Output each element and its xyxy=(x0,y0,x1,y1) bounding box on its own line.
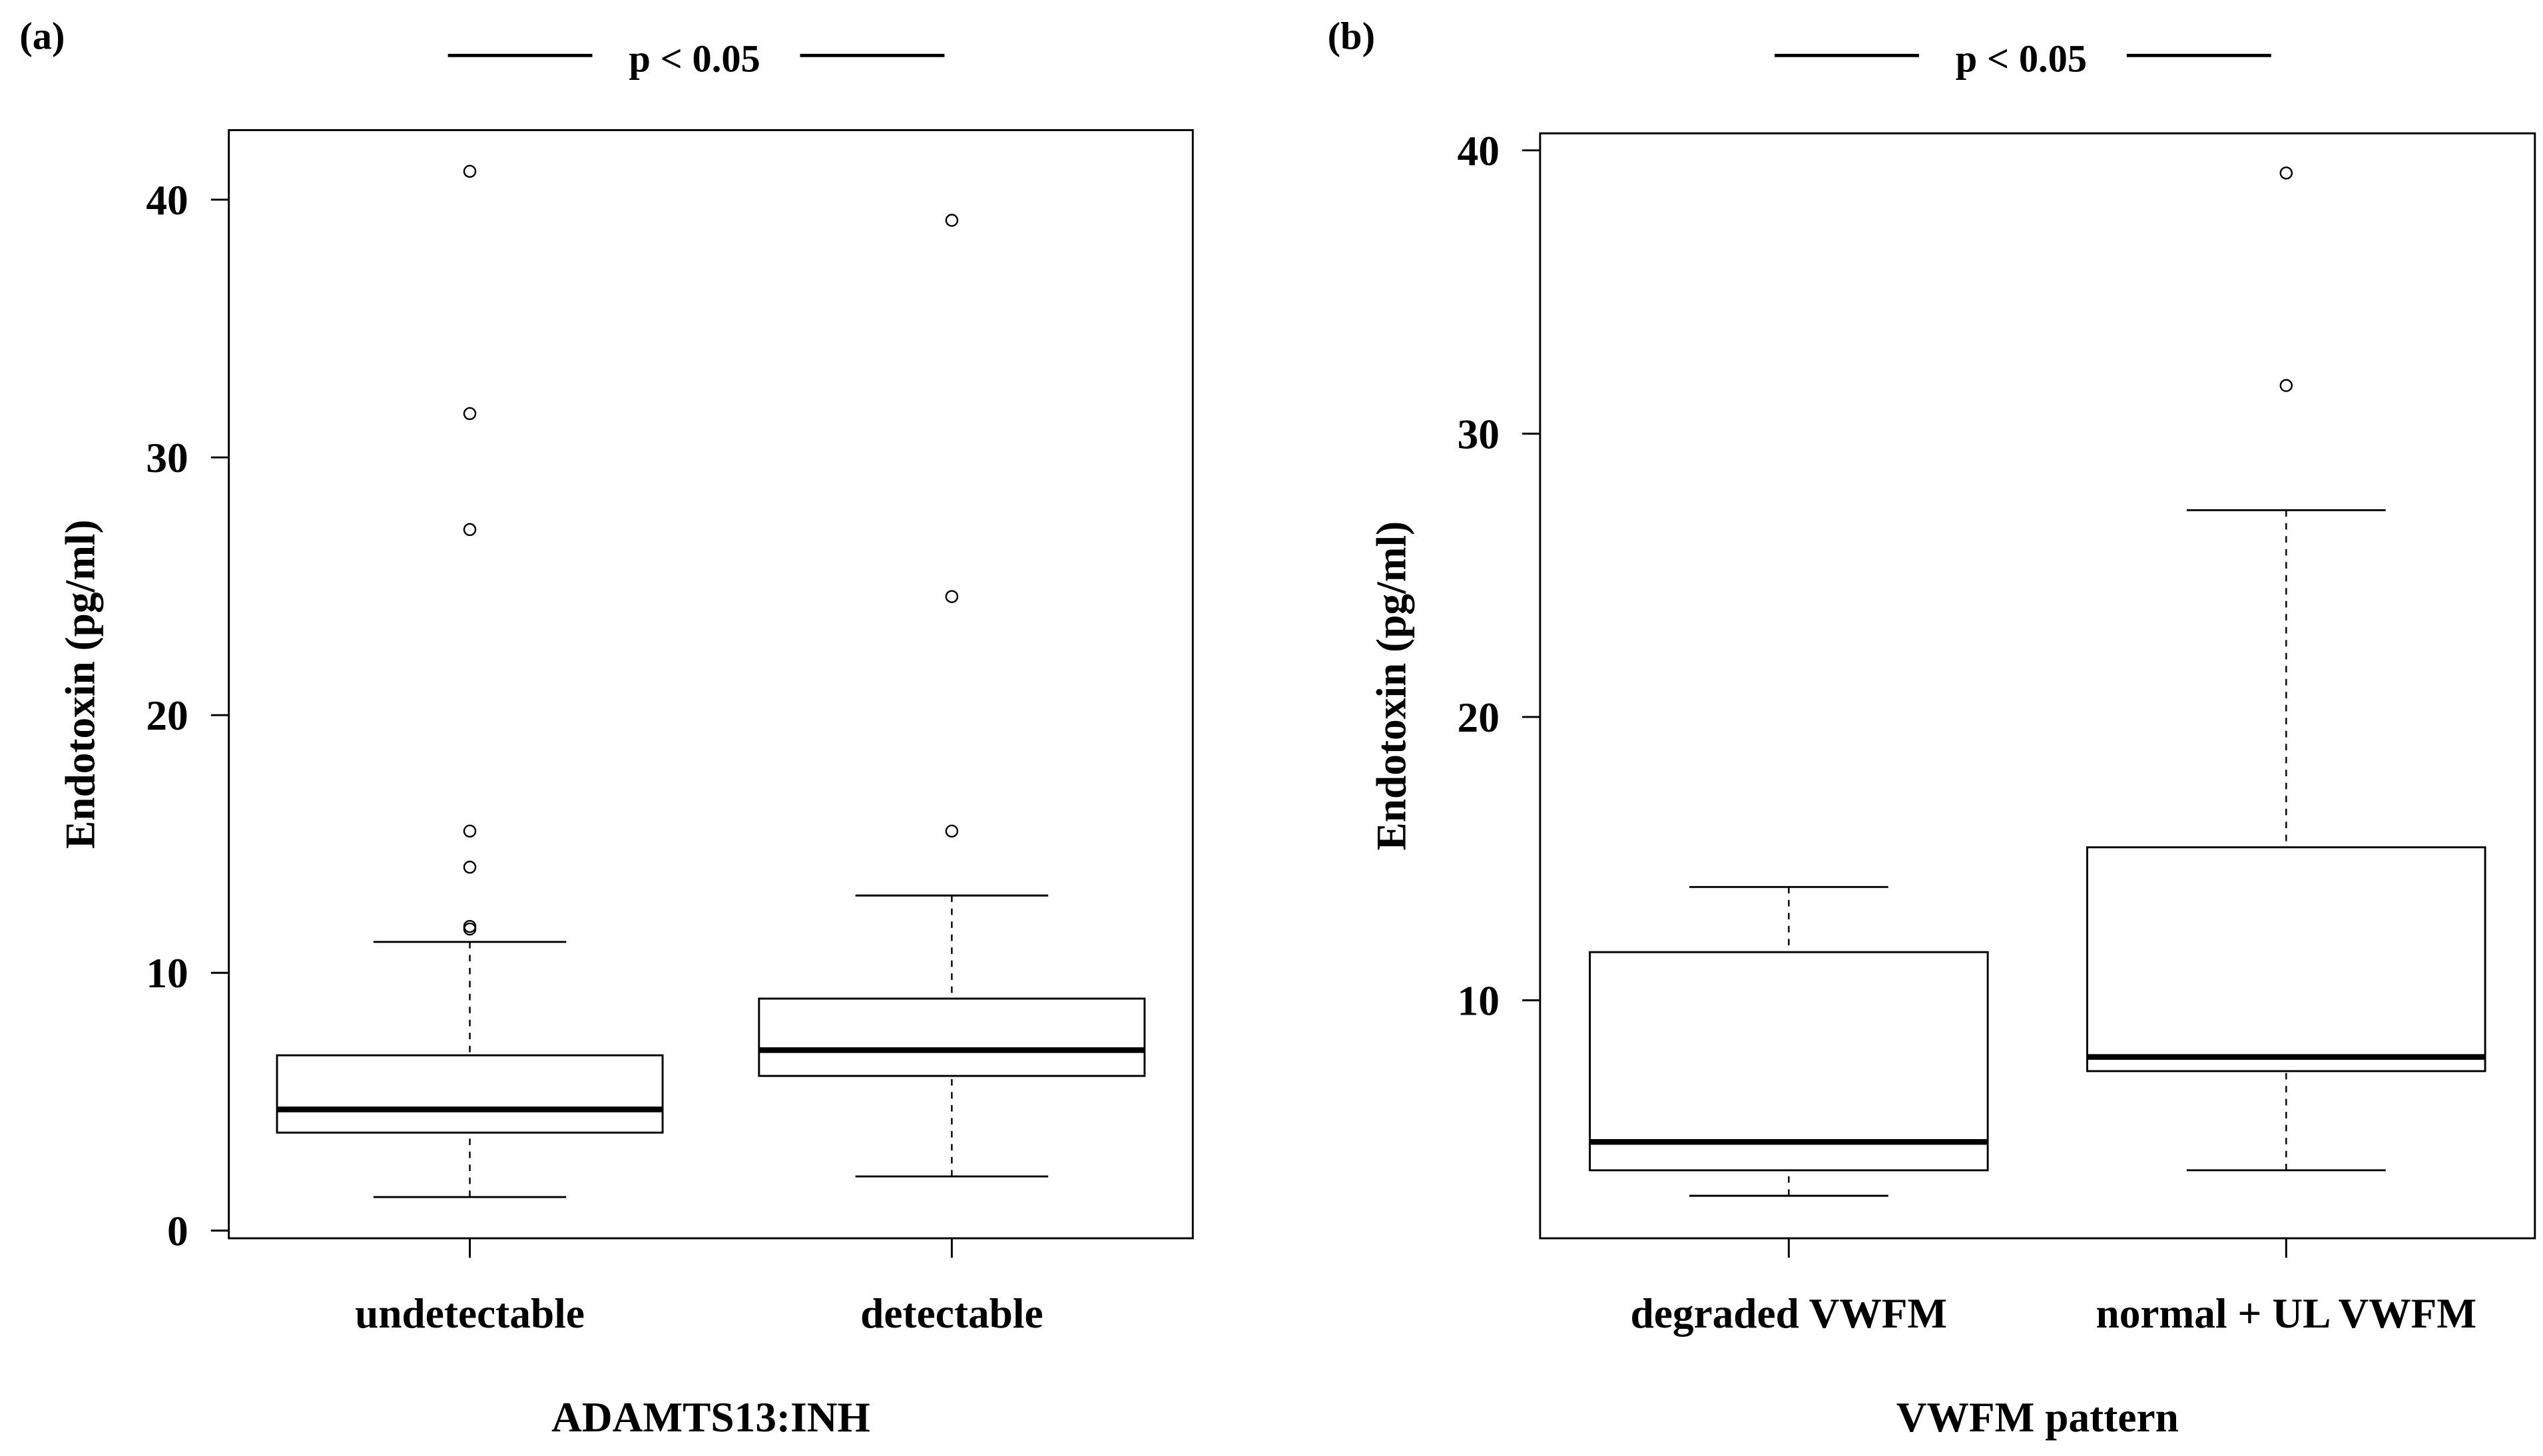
outlier xyxy=(463,164,477,178)
y-tick-label: 30 xyxy=(146,435,188,481)
y-tick-label: 20 xyxy=(146,692,188,739)
outlier xyxy=(2279,379,2293,392)
x-tick-label: undetectable xyxy=(355,1290,585,1337)
y-tick-label: 0 xyxy=(167,1208,188,1254)
x-tick-label: detectable xyxy=(860,1290,1043,1337)
y-tick-label: 30 xyxy=(1458,411,1500,457)
box xyxy=(276,1054,664,1134)
y-axis-label: Endotoxin (pg/ml) xyxy=(57,519,103,849)
box xyxy=(1589,951,1989,1172)
x-axis-label: ADAMTS13:INH xyxy=(551,1394,870,1441)
outlier xyxy=(463,860,477,874)
x-tick-label: normal + UL VWFM xyxy=(2096,1290,2476,1337)
x-tick-label: degraded VWFM xyxy=(1630,1290,1947,1337)
panel-label: (a) xyxy=(19,15,65,58)
plot-frame xyxy=(228,128,1194,1240)
outlier xyxy=(945,214,959,227)
y-tick-label: 40 xyxy=(1458,128,1500,174)
y-tick-label: 10 xyxy=(146,950,188,997)
outlier xyxy=(463,523,477,537)
box xyxy=(758,997,1146,1077)
panel-label: (b) xyxy=(1328,15,1375,58)
outlier xyxy=(2279,166,2293,180)
x-axis-label: VWFM pattern xyxy=(1896,1394,2179,1441)
annotation: p < 0.05 xyxy=(1956,37,2087,81)
box xyxy=(2086,846,2486,1073)
y-tick-label: 40 xyxy=(146,177,188,224)
outlier xyxy=(463,919,477,933)
outlier xyxy=(945,590,959,603)
y-tick-label: 10 xyxy=(1458,977,1500,1024)
annotation: p < 0.05 xyxy=(629,37,760,81)
y-axis-label: Endotoxin (pg/ml) xyxy=(1368,521,1415,851)
y-tick-label: 20 xyxy=(1458,694,1500,741)
outlier xyxy=(463,922,477,936)
outlier xyxy=(945,824,959,838)
outlier xyxy=(463,824,477,838)
outlier xyxy=(463,407,477,420)
plot-frame xyxy=(1539,132,2536,1240)
